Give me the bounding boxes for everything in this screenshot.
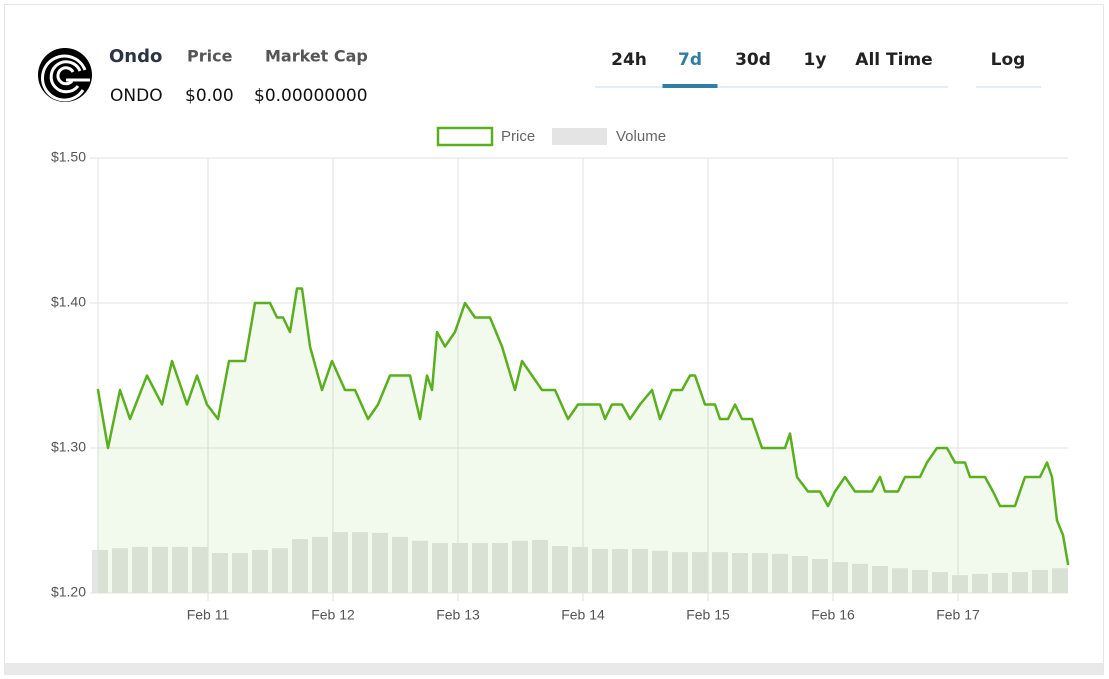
- volume-bar: [332, 532, 348, 593]
- x-tick-label: Feb 17: [936, 607, 980, 623]
- volume-bar: [892, 568, 908, 593]
- volume-bar: [692, 552, 708, 593]
- legend-label[interactable]: Price: [501, 128, 535, 145]
- volume-bar: [532, 539, 548, 593]
- tab[interactable]: 30d: [735, 50, 771, 70]
- volume-bar: [192, 546, 208, 593]
- y-tick-label: $1.40: [51, 294, 86, 310]
- y-tick-label: $1.50: [51, 149, 86, 165]
- volume-bar: [972, 573, 988, 593]
- legend-swatch[interactable]: [552, 128, 607, 145]
- volume-bar: [472, 542, 488, 593]
- volume-bar: [852, 563, 868, 593]
- volume-bar: [272, 548, 288, 593]
- price-label: Price: [187, 47, 233, 66]
- volume-bar: [292, 539, 308, 593]
- footer-strip: [5, 663, 1103, 675]
- volume-bar: [592, 549, 608, 593]
- volume-bar: [212, 552, 228, 593]
- volume-bar: [992, 572, 1008, 593]
- volume-bar: [552, 546, 568, 593]
- legend-swatch[interactable]: [436, 126, 494, 147]
- legend-label[interactable]: Volume: [616, 128, 666, 145]
- tab[interactable]: All Time: [855, 50, 932, 70]
- volume-bar: [92, 549, 108, 593]
- volume-bar: [612, 549, 628, 593]
- tab[interactable]: 1y: [804, 50, 827, 70]
- logo: [38, 48, 92, 102]
- volume-bar: [492, 542, 508, 593]
- volume-bar: [512, 540, 528, 593]
- volume-bar: [792, 556, 808, 593]
- volume-bar: [172, 546, 188, 593]
- log-toggle[interactable]: Log: [991, 50, 1026, 70]
- volume-bar: [452, 542, 468, 593]
- volume-bar: [1012, 572, 1028, 593]
- volume-bar: [572, 546, 588, 593]
- volume-bar: [632, 549, 648, 593]
- volume-bar: [232, 552, 248, 593]
- x-tick-label: Feb 14: [561, 607, 605, 623]
- volume-bar: [312, 536, 328, 593]
- volume-bar: [372, 532, 388, 593]
- volume-bar: [652, 550, 668, 593]
- volume-bar: [132, 546, 148, 593]
- volume-bar: [772, 553, 788, 593]
- market-cap: $0.00000000: [254, 86, 368, 106]
- volume-bar: [912, 569, 928, 593]
- volume-bar: [392, 536, 408, 593]
- coin-name: Ondo: [109, 46, 162, 67]
- x-tick-label: Feb 15: [686, 607, 730, 623]
- volume-bar: [432, 542, 448, 593]
- volume-bar: [352, 532, 368, 593]
- y-tick-label: $1.20: [51, 584, 86, 600]
- price-area: [98, 288, 1068, 593]
- volume-bar: [672, 552, 688, 593]
- price-line: [96, 287, 1070, 566]
- volume-bar: [812, 559, 828, 593]
- x-tick-label: Feb 12: [311, 607, 355, 623]
- volume-bar: [952, 575, 968, 593]
- volume-bar: [752, 552, 768, 593]
- volume-bar: [112, 548, 128, 593]
- volume-bar: [412, 540, 428, 593]
- volume-bar: [252, 549, 268, 593]
- volume-bar: [712, 552, 728, 593]
- tab[interactable]: 24h: [611, 50, 647, 70]
- y-tick-label: $1.30: [51, 439, 86, 455]
- volume-bar: [152, 546, 168, 593]
- volume-bar: [1052, 568, 1068, 593]
- volume-bar: [832, 562, 848, 593]
- volume-bar: [872, 566, 888, 593]
- tab[interactable]: 7d: [678, 50, 702, 70]
- x-tick-label: Feb 11: [187, 607, 230, 623]
- price: $0.00: [185, 86, 234, 106]
- coin-symbol: ONDO: [110, 86, 163, 106]
- volume-bar: [932, 572, 948, 593]
- x-tick-label: Feb 13: [436, 607, 480, 623]
- volume-bar: [1032, 569, 1048, 593]
- volume-bar: [732, 552, 748, 593]
- market-cap-label: Market Cap: [265, 47, 368, 66]
- x-tick-label: Feb 16: [811, 607, 855, 623]
